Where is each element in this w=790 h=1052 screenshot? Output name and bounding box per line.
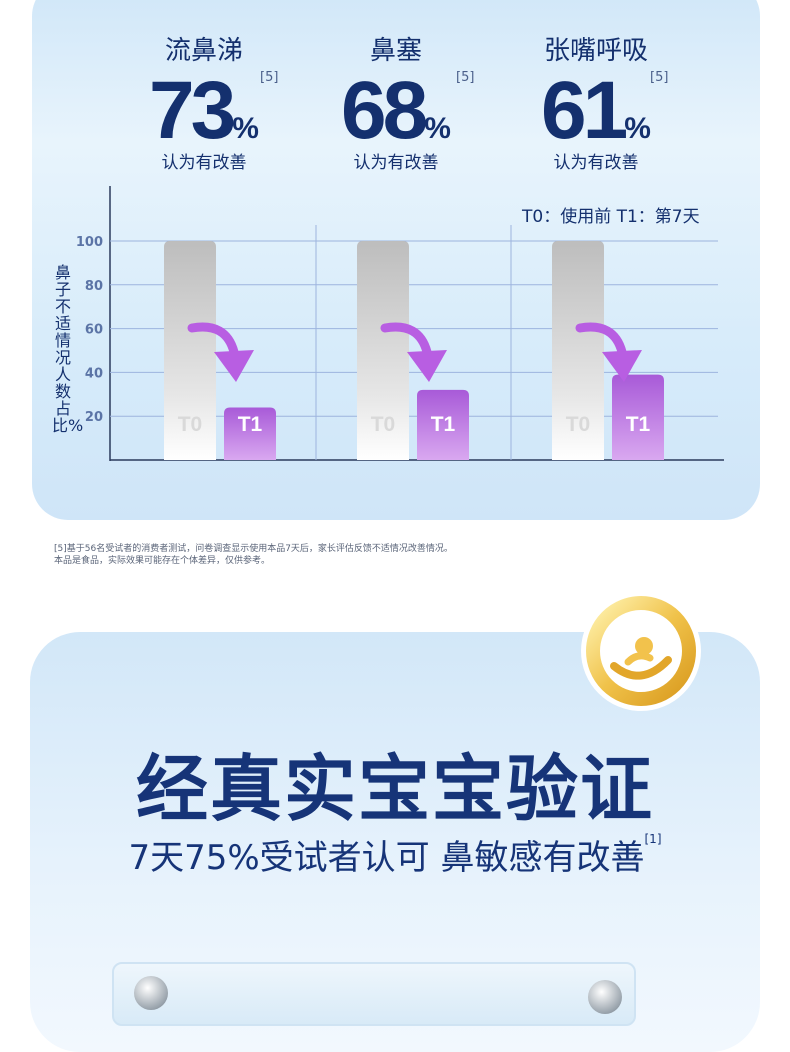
baby-logo-icon — [581, 591, 701, 711]
y-tick-label: 40 — [85, 366, 103, 381]
display-board — [112, 962, 636, 1026]
bar-chart: 20 40 60 80 100 T0 T1 T0 T1 T0 T1 — [76, 186, 724, 461]
y-tick-label: 100 — [76, 235, 103, 250]
decrease-arrowhead-icon — [602, 350, 642, 382]
decrease-arrowhead-icon — [407, 350, 447, 382]
stat-title: 鼻塞 — [369, 36, 422, 66]
stat-sub: 认为有改善 — [161, 153, 247, 173]
decrease-arrow-icon — [380, 322, 432, 357]
stat-ref: [5] — [456, 70, 475, 85]
stat-value: 73% — [149, 65, 259, 156]
stat-ref: [5] — [650, 70, 669, 85]
bar-t0 — [552, 241, 604, 460]
bar-label: T0 — [371, 413, 396, 436]
footnote-line-1: [5]基于56名受试者的消费者测试，问卷调查显示使用本品7天后，家长评估反馈不适… — [54, 544, 453, 554]
chart-y-axis-label: 鼻子不适情况人数占比% — [52, 263, 84, 435]
bar-t0 — [357, 241, 409, 460]
stat-sub: 认为有改善 — [553, 153, 639, 173]
section-subtitle: 7天75%受试者认可 鼻敏感有改善[1] — [128, 832, 662, 878]
pin-left-icon — [134, 976, 168, 1010]
y-tick-label: 20 — [85, 410, 103, 425]
decrease-arrow-icon — [575, 322, 627, 357]
pin-right-icon — [588, 980, 622, 1014]
stat-value: 61% — [541, 65, 651, 156]
section-title: 经真实宝宝验证 — [135, 747, 654, 831]
footnote-line-2: 本品是食品，实际效果可能存在个体差异，仅供参考。 — [54, 556, 271, 566]
bar-label: T1 — [431, 413, 456, 436]
bar-t1 — [612, 374, 664, 460]
bar-label: T1 — [238, 413, 263, 436]
stat-sub: 认为有改善 — [353, 153, 439, 173]
stat-value: 68% — [341, 65, 451, 156]
chart-legend: T0：使用前 T1：第7天 — [522, 207, 700, 227]
decrease-arrow-icon — [187, 322, 239, 357]
y-tick-label: 80 — [85, 279, 103, 294]
bar-label: T1 — [626, 413, 651, 436]
decrease-arrowhead-icon — [214, 350, 254, 382]
bar-t0 — [164, 241, 216, 460]
y-tick-label: 60 — [85, 323, 103, 338]
stat-title: 流鼻涕 — [164, 36, 243, 66]
bar-label: T0 — [178, 413, 203, 436]
bar-t1 — [417, 389, 469, 460]
stat-title: 张嘴呼吸 — [543, 36, 648, 66]
bar-label: T0 — [566, 413, 591, 436]
bar-t1 — [224, 407, 276, 460]
stat-ref: [5] — [260, 70, 279, 85]
